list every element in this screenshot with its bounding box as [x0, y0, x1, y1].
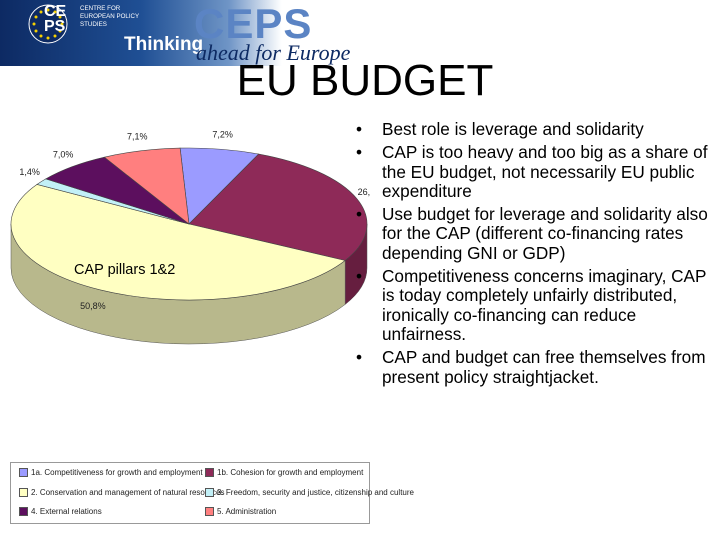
bullet-text: Competitiveness concerns imaginary, CAP …	[382, 266, 707, 344]
pie-slice-label: 7,0%	[53, 150, 74, 160]
pie-slice-label: 50,8%	[80, 301, 106, 311]
budget-pie-chart: 7,2% 26,6% 50,8% 1,4% 7,0% 7,1%	[10, 129, 370, 345]
pie-slice-label: 7,2%	[212, 129, 233, 139]
thinking-text: Thinking	[124, 34, 204, 55]
pie-slice	[103, 147, 190, 225]
pie-slice	[188, 153, 368, 261]
legend-label: 1a. Competitiveness for growth and emplo…	[31, 468, 203, 477]
pie-slice-label: 26,6%	[358, 187, 370, 197]
bullet-dot: •	[356, 266, 363, 287]
legend-label: 2. Conservation and management of natura…	[31, 488, 225, 497]
chart-legend: 1a. Competitiveness for growth and emplo…	[10, 462, 414, 524]
tagline: ahead for Europe	[196, 40, 351, 65]
legend-label: 3. Freedom, security and justice, citize…	[217, 488, 414, 497]
logo-subtitle: CENTRE FOR EUROPEAN POLICY STUDIES	[80, 5, 140, 28]
legend-label: 5. Administration	[217, 507, 277, 516]
legend-swatch	[205, 507, 214, 516]
bullet-item: • CAP and budget can free themselves from…	[350, 347, 720, 387]
legend-swatch	[19, 488, 28, 497]
bullet-dot: •	[356, 142, 363, 163]
bullet-item: • Use budget for leverage and solidarity …	[350, 204, 720, 263]
legend-item: 5. Administration	[205, 507, 276, 516]
bullet-item: • Competitiveness concerns imaginary, CAP…	[350, 266, 720, 344]
bullet-text: Best role is leverage and solidarity	[382, 119, 644, 139]
logo-letters: CE PS	[44, 3, 67, 35]
legend-item: 2. Conservation and management of natura…	[19, 488, 224, 497]
bullet-text: CAP and budget can free themselves from …	[382, 347, 706, 387]
legend-swatch	[19, 468, 28, 477]
bullet-dot: •	[356, 119, 363, 139]
bullet-dot: •	[356, 204, 363, 225]
slide-title: EU BUDGET	[236, 56, 494, 105]
legend-item: 3. Freedom, security and justice, citize…	[205, 488, 414, 497]
legend-label: 4. External relations	[31, 507, 102, 516]
pie-slice-label: 7,1%	[127, 131, 148, 141]
pie-slice-label: 1,4%	[19, 167, 40, 177]
bullet-text: CAP is too heavy and too big as a share …	[382, 142, 708, 201]
pie-slice	[10, 184, 346, 301]
bullet-item: • Best role is leverage and solidarity	[350, 119, 720, 139]
legend-item: 1a. Competitiveness for growth and emplo…	[19, 468, 203, 477]
legend-item: 1b. Cohesion for growth and employment	[205, 468, 363, 477]
legend-swatch	[205, 468, 214, 477]
legend-swatch	[205, 488, 214, 497]
eu-stars-logo	[28, 4, 68, 44]
legend-item: 4. External relations	[19, 507, 102, 516]
bullet-item: • CAP is too heavy and too big as a share…	[350, 142, 720, 201]
bullet-list: • Best role is leverage and solidarity • CA…	[350, 119, 720, 391]
header-banner: CE PS CENTRE FOR EUROPEAN POLICY STUDIES…	[0, 0, 440, 66]
bullet-text: Use budget for leverage and solidarity a…	[382, 204, 708, 263]
legend-label: 1b. Cohesion for growth and employment	[217, 468, 364, 477]
legend-swatch	[19, 507, 28, 516]
bullet-dot: •	[356, 347, 363, 368]
ceps-wordmark: CEPS	[194, 0, 313, 47]
chart-callout: CAP pillars 1&2	[74, 262, 176, 278]
